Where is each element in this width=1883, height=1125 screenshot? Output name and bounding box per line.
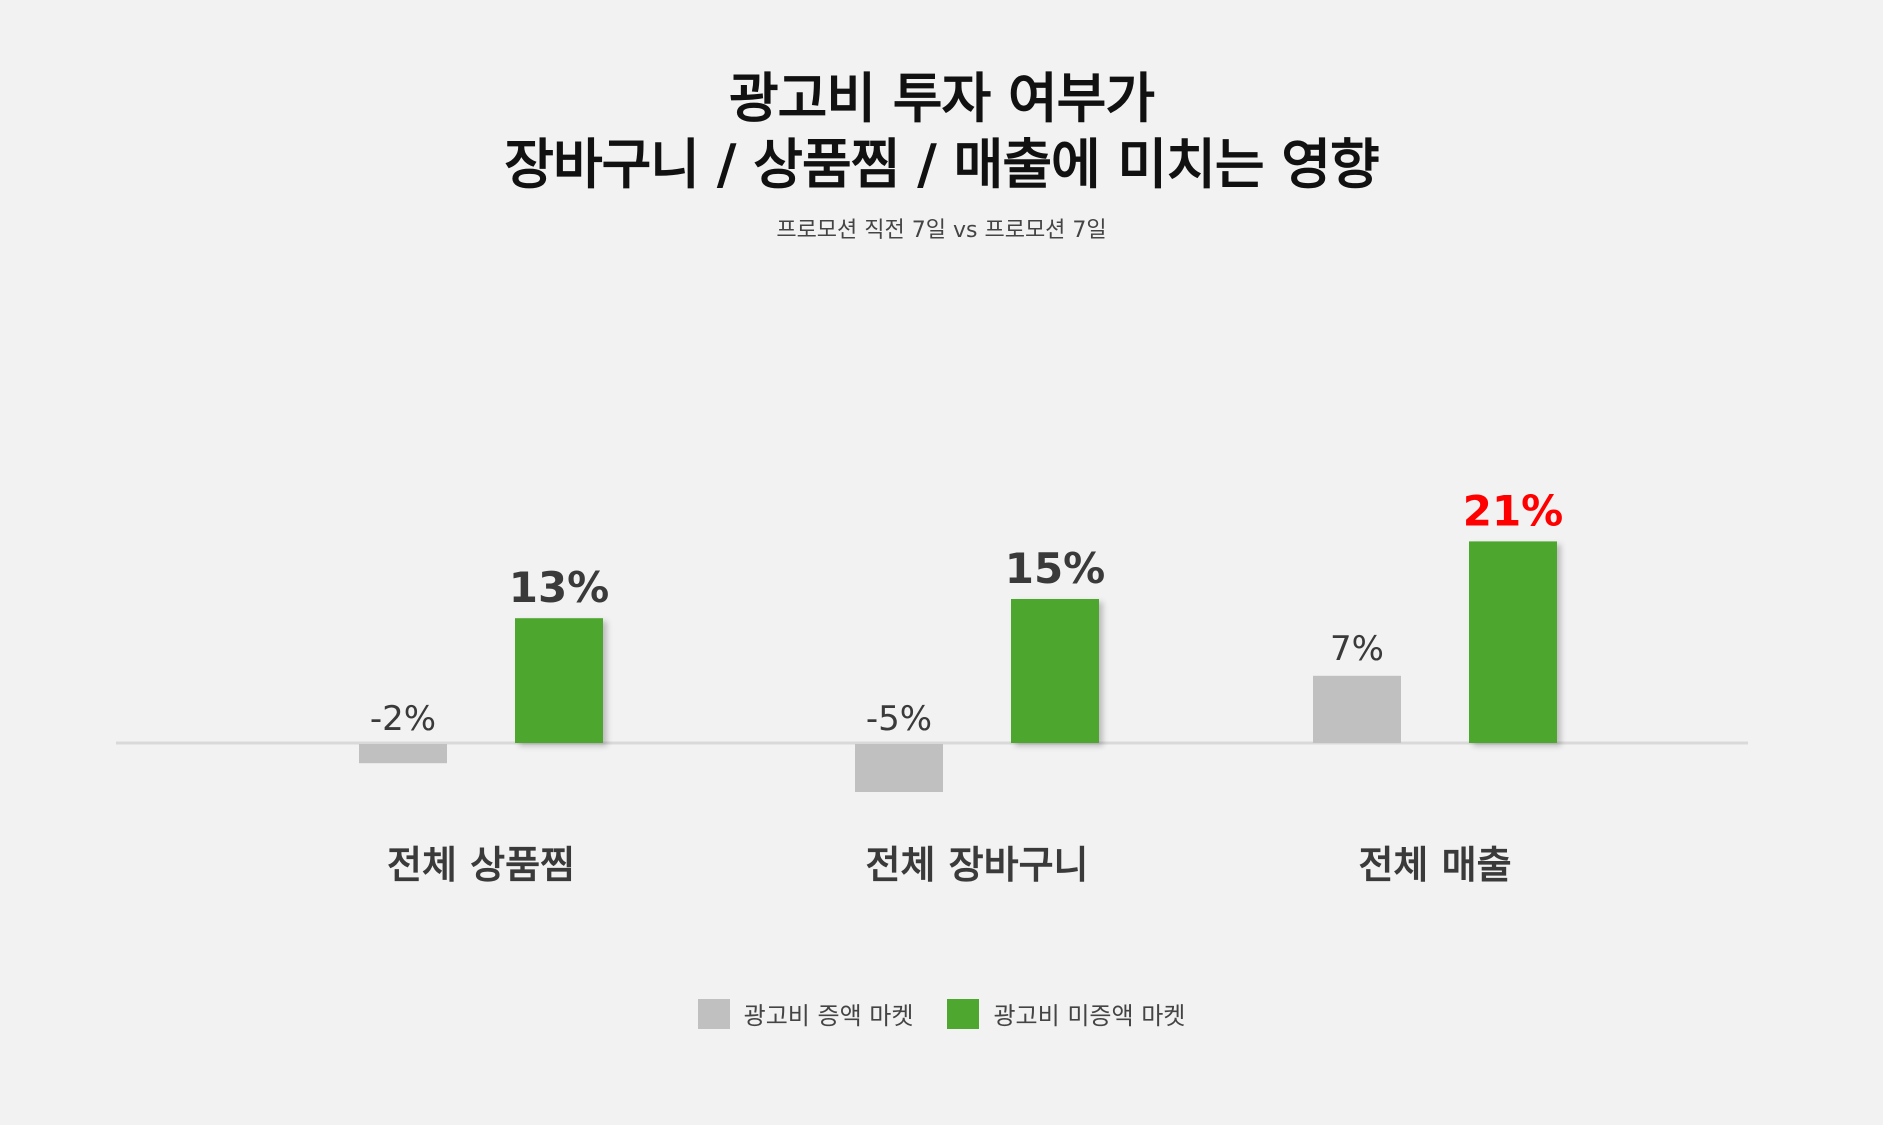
category-label-0: 전체 상품찜 [387,843,575,887]
value-label-no-increase-2: 21% [1463,486,1564,535]
bar-increase-0 [359,744,447,764]
value-label-increase-1: -5% [866,699,932,739]
bar-no-increase-2 [1469,541,1557,743]
value-label-increase-2: 7% [1330,629,1384,669]
chart-title-block: 광고비 투자 여부가 장바구니 / 상품찜 / 매출에 미치는 영향 프로모션 … [0,66,1883,246]
chart-title-line-2: 장바구니 / 상품찜 / 매출에 미치는 영향 [504,133,1379,196]
bar-increase-1 [855,744,943,792]
legend-item-increase: 광고비 증액 마켓 [697,996,914,1031]
chart-title-line-1: 광고비 투자 여부가 [728,67,1155,130]
chart-subtitle: 프로모션 직전 7일 vs 프로모션 7일 [776,218,1107,243]
bar-no-increase-1 [1011,599,1099,743]
legend-swatch-increase [697,998,730,1029]
value-label-increase-0: -2% [370,699,436,739]
bar-no-increase-0 [515,618,603,743]
bar-increase-2 [1313,675,1401,743]
chart-legend: 광고비 증액 마켓 광고비 미증액 마켓 [0,996,1883,1031]
legend-item-no-increase: 광고비 미증액 마켓 [947,996,1185,1031]
value-label-no-increase-1: 15% [1005,544,1106,593]
value-label-no-increase-0: 13% [509,563,610,612]
legend-swatch-no-increase [947,998,980,1029]
legend-label-increase: 광고비 증액 마켓 [743,1002,914,1030]
category-label-1: 전체 장바구니 [866,843,1089,887]
category-label-2: 전체 매출 [1358,843,1511,887]
legend-label-no-increase: 광고비 미증액 마켓 [993,1002,1186,1030]
